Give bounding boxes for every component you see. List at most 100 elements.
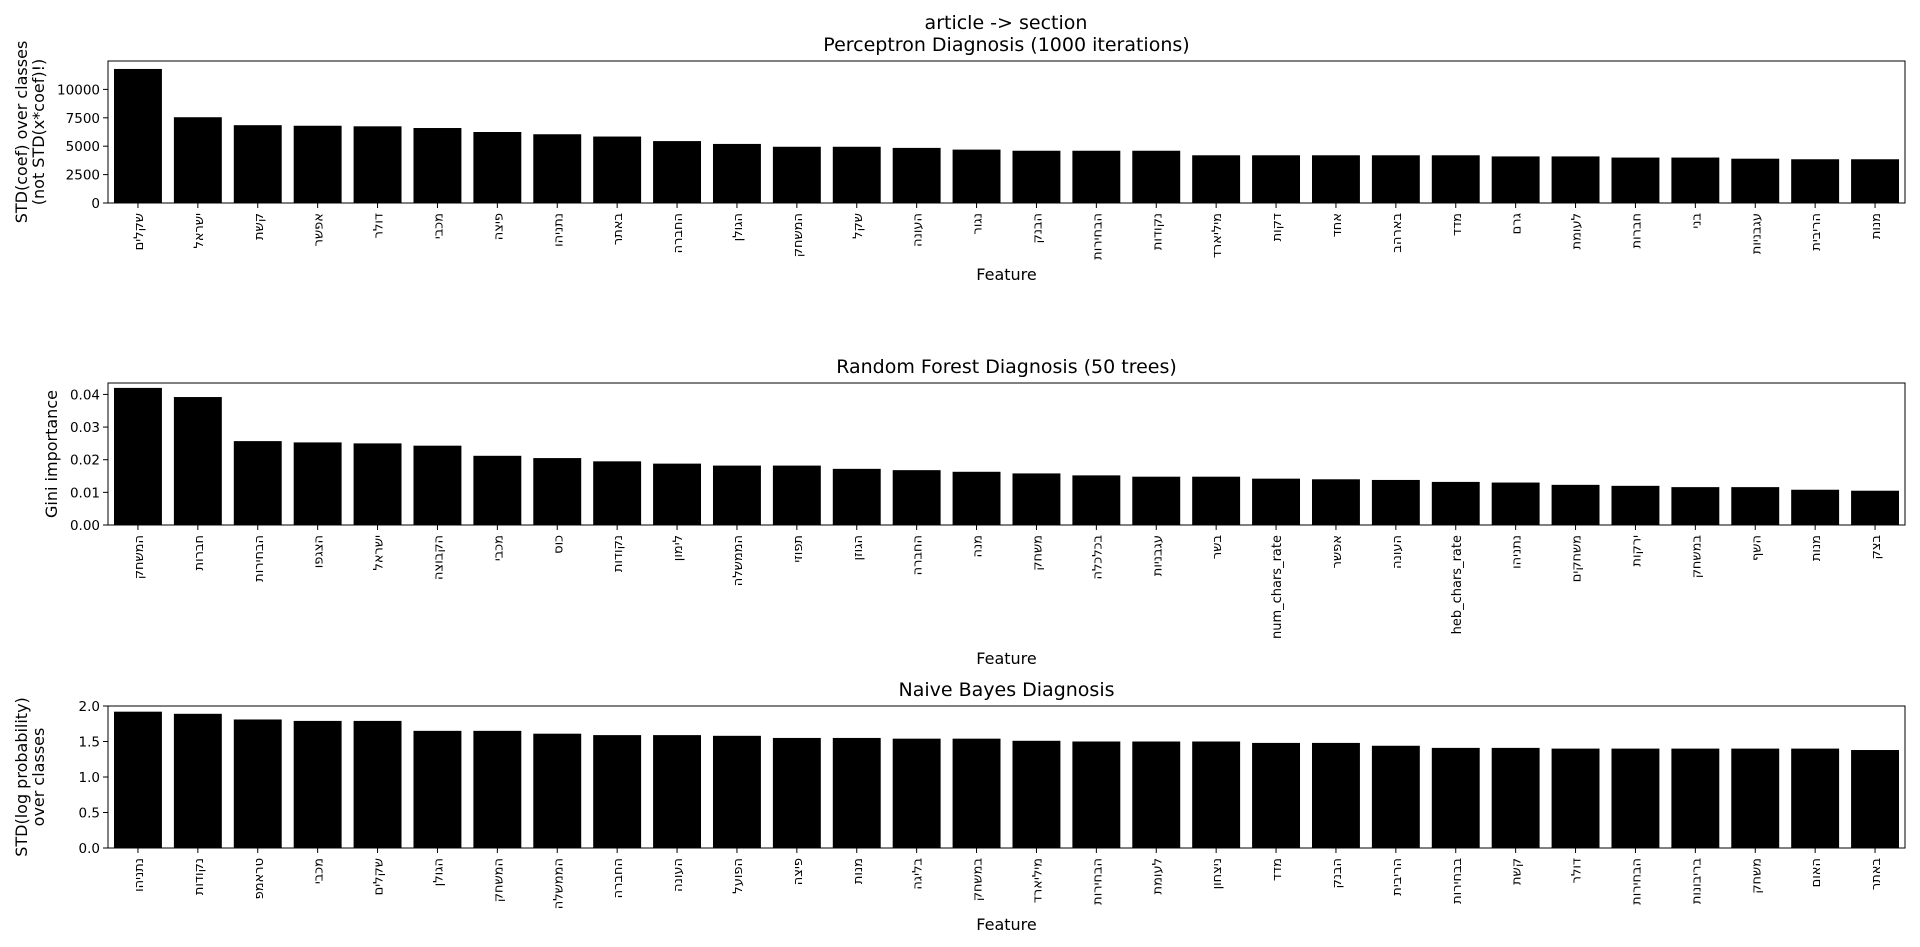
x-axis-label: Feature	[976, 649, 1036, 668]
x-tick-label: נתניהו	[1510, 535, 1525, 569]
bar	[772, 146, 821, 203]
x-tick-label: תפוזי	[791, 535, 806, 563]
x-tick-label: פיצה	[491, 213, 506, 240]
x-tick-label: הגולן	[731, 213, 746, 241]
x-tick-label: במשחק	[971, 858, 986, 901]
bar	[173, 397, 222, 525]
x-tick-label: אפשר	[1330, 535, 1345, 568]
bar	[1012, 740, 1061, 848]
bar	[1671, 748, 1720, 848]
x-tick-label: המשחק	[791, 213, 806, 257]
x-tick-label: שקלים	[372, 858, 387, 895]
bar	[1132, 476, 1181, 525]
y-tick-label: 1.0	[79, 770, 100, 786]
x-tick-label: לימון	[671, 535, 686, 561]
bar	[832, 146, 881, 203]
x-tick-label: מנות	[1809, 535, 1824, 561]
x-tick-label: דולר	[372, 213, 387, 238]
bar	[233, 441, 282, 525]
x-tick-label: בריבונות	[1689, 858, 1704, 904]
x-tick-label: ישראל	[372, 535, 387, 571]
x-tick-label: הקבוצה	[431, 535, 446, 580]
bar	[1611, 485, 1660, 525]
bar	[952, 149, 1001, 203]
x-tick-label: אחד	[1330, 213, 1345, 237]
y-tick-label: 0.03	[70, 420, 100, 436]
x-tick-label: עגבניות	[1749, 213, 1764, 254]
y-tick-label: 0.5	[79, 806, 100, 822]
x-tick-label: חברות	[192, 535, 207, 570]
x-tick-label: הבחירות	[252, 535, 267, 582]
bar	[413, 445, 462, 525]
bar	[293, 442, 342, 525]
bar	[1371, 155, 1420, 203]
y-axis-label: STD(log probability)	[12, 697, 31, 857]
x-tick-label: הריבית	[1809, 213, 1824, 251]
y-axis-label: over classes	[29, 728, 48, 827]
axes-frame	[107, 382, 1906, 526]
x-tick-label: בכלכלה	[1090, 535, 1105, 580]
bar	[473, 730, 522, 848]
x-tick-label: נגור	[971, 213, 986, 234]
bar	[1072, 741, 1121, 848]
bar	[1851, 750, 1900, 848]
bar	[473, 455, 522, 525]
bar	[1132, 741, 1181, 848]
x-tick-label: נקודות	[1150, 213, 1165, 250]
x-tick-label: מנות	[1869, 213, 1884, 239]
y-tick-label: 0.01	[70, 485, 100, 501]
bar	[113, 68, 162, 203]
y-tick-label: 1.5	[79, 735, 100, 751]
bar	[533, 134, 582, 203]
x-tick-label: פיצה	[791, 858, 806, 885]
x-tick-label: אפשר	[312, 213, 327, 246]
x-tick-label: נתניהו	[132, 858, 147, 892]
bar	[832, 737, 881, 848]
x-tick-label: ישראל	[192, 213, 207, 249]
y-tick-label: 7500	[66, 111, 100, 127]
x-tick-label: הריבית	[1390, 858, 1405, 896]
axes-frame	[107, 60, 1906, 204]
bar	[1791, 489, 1840, 525]
bar	[293, 720, 342, 848]
x-tick-label: לעומת	[1570, 213, 1585, 249]
bar	[413, 730, 462, 848]
chart-title: Random Forest Diagnosis (50 trees)	[836, 356, 1177, 378]
bar	[1551, 156, 1600, 203]
bar	[533, 458, 582, 525]
y-tick-label: 0.04	[70, 387, 100, 403]
x-tick-label: הבחירות	[1629, 858, 1644, 905]
bar	[353, 443, 402, 525]
bar	[1791, 159, 1840, 203]
y-axis-label: (not STD(x*coef)!)	[29, 59, 48, 205]
bar	[1431, 747, 1480, 848]
x-tick-label: גרם	[1510, 213, 1525, 234]
bar	[1791, 748, 1840, 848]
x-tick-label: דקות	[1270, 213, 1285, 241]
x-tick-label: עגבניות	[1150, 535, 1165, 576]
x-tick-label: בבחירות	[1450, 858, 1465, 904]
x-tick-label: לעומת	[1150, 858, 1165, 894]
x-tick-label: הבחירות	[1090, 858, 1105, 905]
x-tick-label: ניצחון	[1210, 858, 1225, 889]
x-tick-label: העונה	[911, 213, 926, 247]
x-tick-label: המשחק	[491, 858, 506, 902]
bar	[1731, 487, 1780, 525]
bar	[1491, 156, 1540, 203]
x-tick-label: הגוזן	[851, 535, 866, 560]
x-tick-label: החברה	[911, 535, 926, 575]
x-tick-label: באתר	[611, 213, 626, 245]
y-tick-label: 10000	[57, 82, 100, 98]
chart-title: Perceptron Diagnosis (1000 iterations)	[823, 34, 1189, 56]
bar	[1311, 742, 1360, 848]
bar	[593, 461, 642, 525]
x-tick-label: במשחק	[1689, 535, 1704, 578]
y-tick-label: 0.00	[70, 518, 100, 534]
x-tick-label: מכבי	[491, 535, 506, 561]
x-tick-label: שקל	[851, 213, 866, 239]
x-tick-label: נתניהו	[551, 213, 566, 247]
x-tick-label: מדד	[1270, 858, 1285, 881]
bar	[772, 737, 821, 848]
x-tick-label: heb_chars_rate	[1450, 535, 1465, 634]
